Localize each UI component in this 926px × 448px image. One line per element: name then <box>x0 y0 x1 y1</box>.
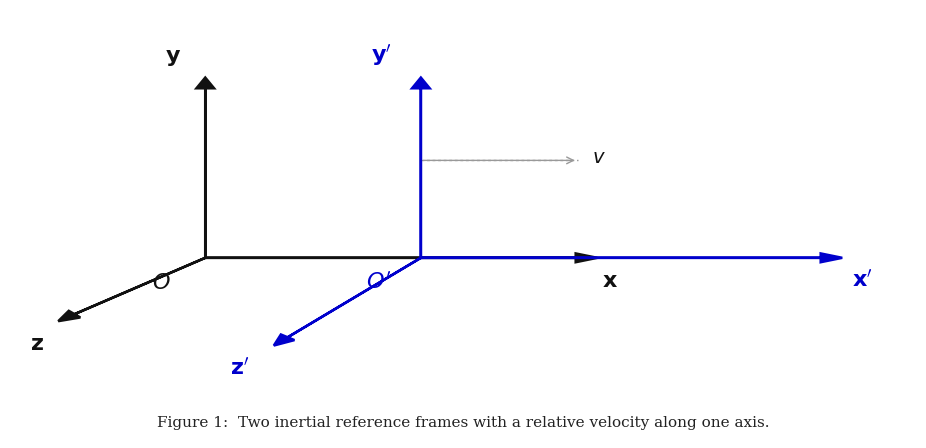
Text: Figure 1:  Two inertial reference frames with a relative velocity along one axis: Figure 1: Two inertial reference frames … <box>156 416 770 430</box>
FancyArrow shape <box>412 78 430 258</box>
Text: $\mathbf{y'}$: $\mathbf{y'}$ <box>370 42 392 68</box>
Text: $\mathbf{x}$: $\mathbf{x}$ <box>602 270 619 292</box>
Text: $\mathbf{y}$: $\mathbf{y}$ <box>165 46 181 68</box>
FancyArrow shape <box>206 254 597 262</box>
FancyArrow shape <box>58 258 206 321</box>
Text: $\mathbf{z}$: $\mathbf{z}$ <box>30 333 44 355</box>
Text: $\mathbf{x'}$: $\mathbf{x'}$ <box>852 270 872 292</box>
FancyArrow shape <box>274 258 421 345</box>
Text: $v$: $v$ <box>593 149 607 167</box>
Text: $O$: $O$ <box>153 272 171 294</box>
FancyArrow shape <box>196 78 214 258</box>
Text: $O'$: $O'$ <box>367 272 392 294</box>
Text: $\mathbf{z'}$: $\mathbf{z'}$ <box>231 358 249 380</box>
FancyArrow shape <box>420 254 843 262</box>
